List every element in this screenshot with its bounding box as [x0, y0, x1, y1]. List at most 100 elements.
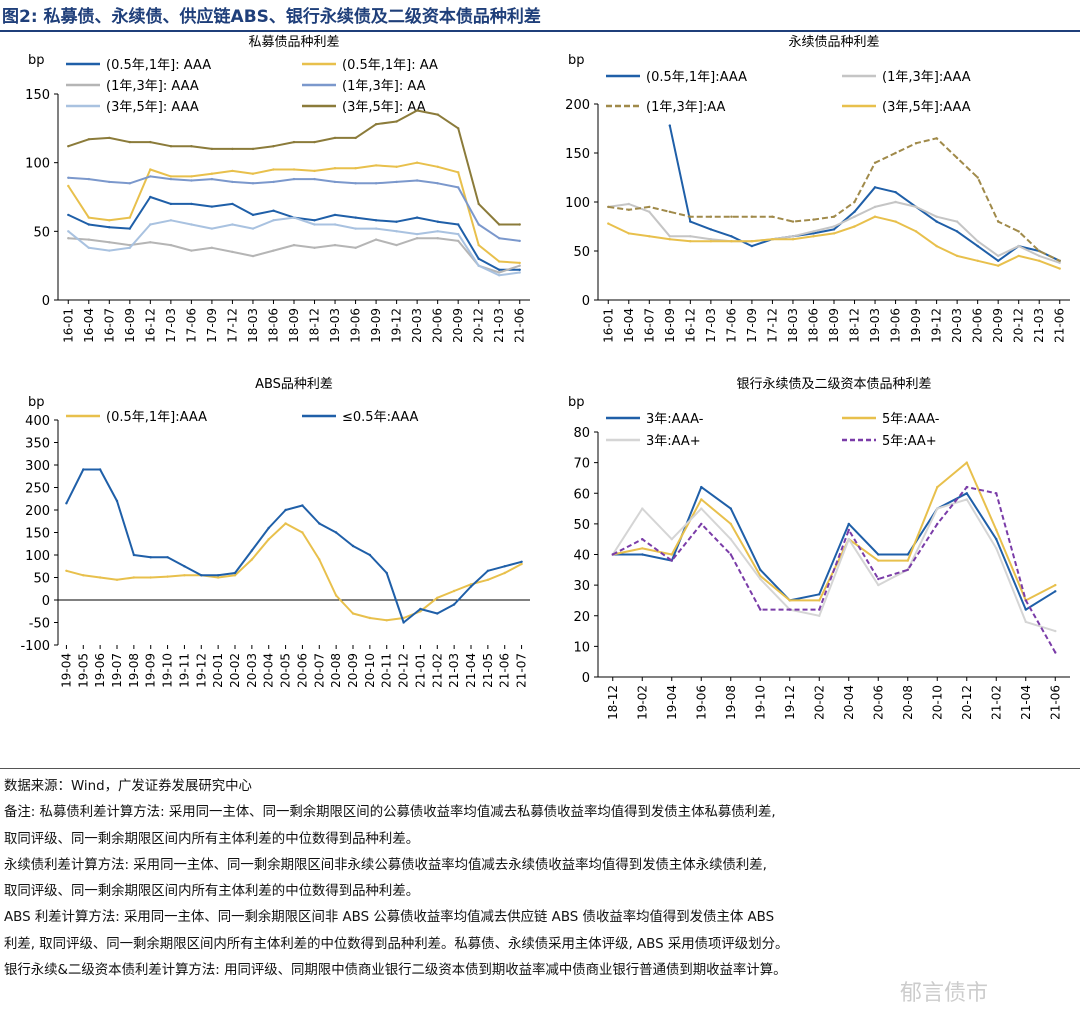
data-point [87, 216, 91, 219]
chart-private-placement-spread: 私募债品种利差 bp 0 50 100 150 16-01 16-04 16-07 16-09 16… [25, 35, 530, 343]
data-point [730, 215, 733, 218]
data-point [997, 259, 1000, 262]
data-point [498, 237, 501, 240]
x-tick-label: 20-12 [1012, 308, 1026, 343]
data-point [333, 223, 337, 226]
data-point [210, 227, 214, 230]
x-tick-label: 17-09 [205, 308, 219, 343]
data-point [853, 215, 856, 218]
data-point [812, 235, 815, 238]
legend-label: (0.5年,1年]: AA [342, 58, 438, 73]
x-tick-label: 18-12 [308, 308, 322, 343]
x-tick-label: 19-03 [868, 308, 882, 343]
y-tick-label: 50 [573, 518, 590, 533]
data-point [166, 556, 169, 559]
data-point [729, 538, 732, 541]
data-point [955, 156, 959, 160]
y-tick-label: 0 [42, 294, 50, 309]
data-point [436, 596, 439, 599]
data-point [272, 168, 275, 171]
legend-label: (0.5年,1年]: AAA [106, 58, 211, 73]
data-point [436, 182, 439, 185]
data-point [67, 230, 70, 233]
legend-label: (1年,3年]: AA [342, 79, 426, 94]
data-point [313, 219, 316, 222]
data-point [313, 177, 316, 181]
data-point [190, 249, 193, 252]
data-point [976, 244, 979, 248]
chart-perpetual-bond-spread: 永续债品种利差 bp 0 50 100 150 200 16-01 16-04 16-07 16-0… [565, 35, 1070, 343]
x-tick-label: 19-08 [127, 653, 141, 688]
x-tick-label: 20-10 [930, 685, 944, 720]
y-tick-label: 150 [25, 88, 50, 103]
data-point [169, 175, 173, 178]
chart-bank-capital-bond-spread: 银行永续债及二级资本债品种利差 bp 0 10 20 30 40 50 60 70 80 18-12 1… [568, 377, 1070, 720]
data-point [272, 180, 275, 184]
data-point [689, 235, 692, 238]
data-point [457, 127, 460, 130]
data-point [894, 220, 897, 223]
x-tick-label: 18-12 [848, 308, 862, 343]
x-tick-label: 20-03 [245, 653, 259, 688]
data-point [128, 246, 131, 249]
data-point [873, 186, 877, 189]
data-point [395, 120, 398, 123]
y-tick-label: 70 [573, 457, 590, 472]
data-point [149, 175, 152, 178]
y-tick-label: 0 [582, 671, 590, 686]
x-tick-label: 18-06 [806, 308, 820, 343]
x-tick-label: 20-06 [971, 308, 985, 343]
data-point [759, 608, 762, 611]
y-tick-label: 200 [565, 98, 590, 113]
x-tick-label: 20-11 [380, 653, 394, 688]
series-line [65, 468, 522, 624]
data-point [457, 232, 460, 236]
data-point [877, 583, 880, 587]
chart-abs-spread: ABS品种利差 bp -100 -50 0 50 100 150 200 250 300 350 400… [20, 377, 530, 688]
data-point [847, 522, 850, 526]
data-point [115, 578, 119, 581]
data-point [67, 145, 70, 148]
data-point [233, 571, 237, 575]
data-point [965, 485, 968, 489]
data-point [267, 526, 270, 530]
series-line [67, 216, 520, 277]
data-point [313, 140, 316, 144]
data-point [87, 223, 91, 226]
y-axis-unit: bp [568, 53, 585, 68]
data-point [641, 547, 644, 550]
x-tick-label: 21-03 [447, 653, 461, 688]
legend-label: (1年,3年]:AAA [882, 70, 971, 85]
y-tick-label: 300 [25, 459, 50, 474]
x-tick-label: 17-06 [724, 308, 738, 343]
data-point [231, 223, 234, 226]
data-point [395, 180, 398, 184]
data-point [607, 222, 610, 225]
x-tick-label: 19-10 [161, 653, 175, 688]
x-tick-label: 16-09 [663, 308, 677, 343]
data-point [210, 246, 214, 249]
data-point [368, 553, 372, 557]
x-tick-label: 19-10 [753, 685, 767, 720]
data-point [709, 240, 713, 243]
note-source: 数据来源：Wind，广发证券发展研究中心 [4, 779, 252, 794]
data-point [668, 124, 671, 127]
y-tick-label: 20 [573, 610, 590, 625]
data-point [108, 226, 111, 229]
data-point [477, 257, 480, 260]
data-point [1038, 249, 1041, 253]
data-point [415, 109, 419, 112]
data-point [415, 216, 419, 219]
x-tick-label: 19-07 [110, 653, 124, 688]
x-tick-label: 16-04 [82, 308, 96, 343]
data-point [965, 461, 968, 464]
x-tick-label: 17-06 [184, 308, 198, 343]
series-line [67, 161, 520, 264]
data-point [750, 244, 754, 248]
data-point [231, 250, 234, 254]
y-tick-label: 80 [573, 426, 590, 441]
data-point [750, 215, 754, 218]
data-point [65, 569, 68, 572]
series-line [68, 175, 520, 242]
data-point [210, 172, 214, 175]
